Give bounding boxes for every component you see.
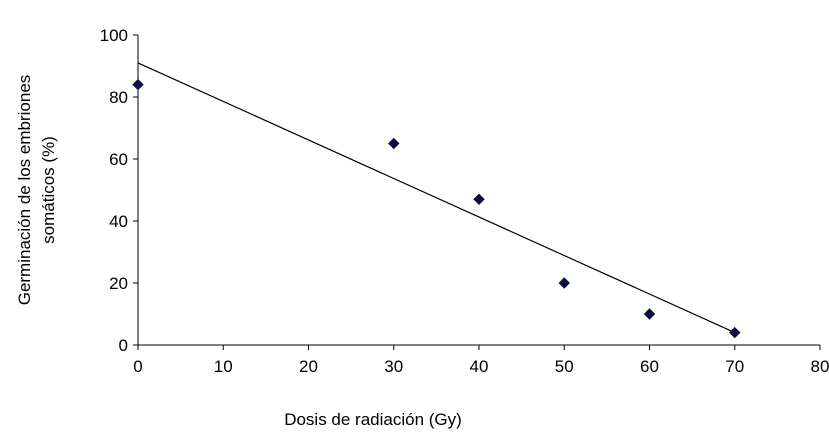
- y-tick-label: 80: [109, 88, 128, 107]
- data-point: [643, 308, 656, 320]
- x-tick-label: 30: [384, 357, 403, 376]
- x-tick-label: 80: [811, 357, 829, 376]
- x-tick-label: 0: [133, 357, 142, 376]
- x-tick-label: 40: [470, 357, 489, 376]
- data-point: [388, 137, 400, 150]
- trendline: [137, 62, 735, 334]
- plot-area: 0 20 40 60 80 100 0 10 20 30 40 50 60 70 80: [100, 26, 829, 376]
- y-tick-label: 40: [109, 212, 128, 231]
- x-tick-label: 60: [640, 357, 659, 376]
- x-tick-label: 70: [725, 357, 744, 376]
- y-axis-title: Germinación de los embriones somáticos (…: [15, 75, 58, 306]
- x-axis-title: Dosis de radiación (Gy): [284, 410, 462, 429]
- data-point: [132, 78, 144, 91]
- y-axis-title-line-1: Germinación de los embriones: [15, 75, 34, 306]
- data-point: [729, 326, 741, 339]
- data-point: [473, 193, 485, 206]
- y-tick-label: 20: [109, 274, 128, 293]
- x-tick-label: 50: [555, 357, 574, 376]
- data-point: [558, 277, 570, 289]
- x-tick-label: 10: [214, 357, 233, 376]
- y-tick-label: 0: [119, 336, 128, 355]
- x-tick-label: 20: [299, 357, 318, 376]
- y-axis-title-line-2: somáticos (%): [39, 136, 58, 244]
- y-tick-label: 100: [100, 26, 128, 45]
- y-tick-label: 60: [109, 150, 128, 169]
